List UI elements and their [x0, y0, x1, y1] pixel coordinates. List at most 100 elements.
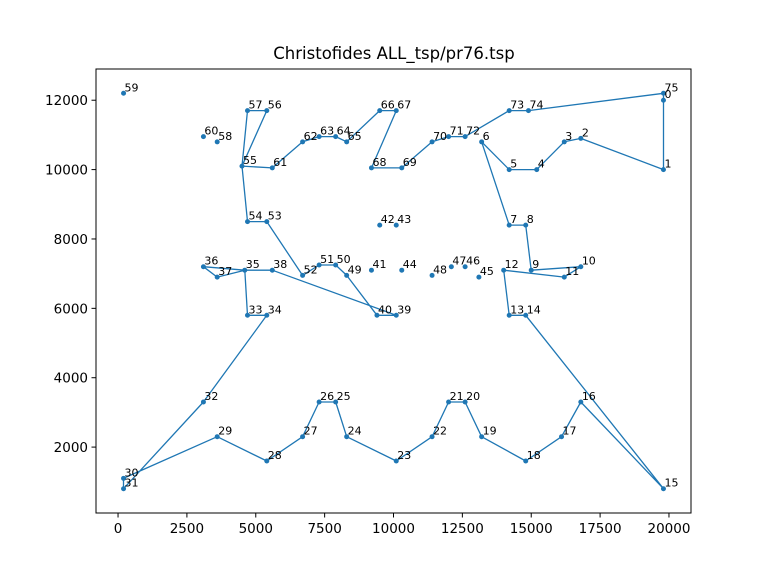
city-label-18: 18 — [527, 449, 541, 462]
city-point-33 — [245, 312, 251, 318]
city-point-57 — [245, 108, 251, 114]
city-label-74: 74 — [529, 99, 543, 112]
city-point-3 — [561, 139, 567, 145]
city-point-75 — [660, 90, 666, 96]
city-label-51: 51 — [320, 253, 334, 266]
city-label-34: 34 — [268, 303, 282, 316]
city-point-30 — [121, 475, 127, 481]
city-point-53 — [264, 219, 270, 225]
city-label-17: 17 — [563, 425, 577, 438]
city-label-66: 66 — [381, 99, 395, 112]
city-label-63: 63 — [320, 125, 334, 138]
city-point-2 — [578, 135, 584, 141]
city-label-13: 13 — [510, 303, 524, 316]
city-point-73 — [506, 108, 512, 114]
city-label-12: 12 — [505, 258, 519, 271]
city-point-28 — [264, 458, 270, 464]
city-label-19: 19 — [483, 425, 497, 438]
city-label-38: 38 — [273, 258, 287, 271]
city-point-49 — [344, 272, 350, 278]
city-label-25: 25 — [337, 390, 351, 403]
city-label-53: 53 — [268, 210, 282, 223]
city-point-54 — [245, 219, 251, 225]
city-point-34 — [264, 312, 270, 318]
city-point-64 — [333, 134, 339, 140]
city-label-46: 46 — [466, 255, 480, 268]
city-point-39 — [393, 312, 399, 318]
city-points-layer — [121, 90, 666, 492]
city-point-13 — [506, 312, 512, 318]
city-label-60: 60 — [204, 125, 218, 138]
city-point-31 — [121, 486, 127, 492]
y-tick-label-10000: 10000 — [45, 163, 88, 179]
city-point-51 — [316, 262, 322, 268]
city-label-64: 64 — [337, 125, 351, 138]
city-label-73: 73 — [510, 99, 524, 112]
city-point-46 — [462, 264, 468, 270]
x-tick-label-15000: 15000 — [510, 521, 553, 537]
y-tick-label-12000: 12000 — [45, 93, 88, 109]
city-point-25 — [333, 399, 339, 405]
city-label-14: 14 — [527, 303, 541, 316]
city-point-21 — [446, 399, 452, 405]
city-point-44 — [399, 267, 405, 273]
city-point-0 — [660, 97, 666, 103]
city-point-19 — [479, 434, 485, 440]
city-label-0: 0 — [664, 88, 671, 101]
city-label-7: 7 — [510, 213, 517, 226]
x-tick-label-17500: 17500 — [579, 521, 622, 537]
city-point-63 — [316, 134, 322, 140]
city-point-6 — [479, 139, 485, 145]
city-label-33: 33 — [249, 303, 263, 316]
city-point-4 — [534, 167, 540, 173]
city-point-43 — [393, 222, 399, 228]
city-point-29 — [214, 434, 220, 440]
city-label-52: 52 — [304, 263, 318, 276]
city-point-26 — [316, 399, 322, 405]
city-point-14 — [523, 312, 529, 318]
city-label-11: 11 — [565, 265, 579, 278]
city-label-15: 15 — [664, 477, 678, 490]
x-tick-label-20000: 20000 — [647, 521, 690, 537]
city-point-56 — [264, 108, 270, 114]
city-point-69 — [399, 165, 405, 171]
x-tick-label-10000: 10000 — [372, 521, 415, 537]
city-point-60 — [200, 134, 206, 140]
x-axis: 0 2500 5000 7500 10000 12500 15000 17500 20000 — [114, 513, 690, 537]
city-point-10 — [578, 264, 584, 270]
city-point-22 — [429, 434, 435, 440]
tour-route-layer — [122, 92, 665, 490]
city-label-26: 26 — [320, 390, 334, 403]
city-point-24 — [344, 434, 350, 440]
city-label-71: 71 — [450, 125, 464, 138]
city-label-30: 30 — [125, 466, 139, 479]
city-point-48 — [429, 272, 435, 278]
city-label-35: 35 — [246, 258, 260, 271]
city-label-49: 49 — [348, 263, 362, 276]
city-point-42 — [377, 222, 383, 228]
city-label-56: 56 — [268, 99, 282, 112]
city-label-75: 75 — [664, 81, 678, 94]
city-label-32: 32 — [204, 390, 218, 403]
city-point-18 — [523, 458, 529, 464]
city-label-50: 50 — [337, 253, 351, 266]
city-point-41 — [368, 267, 374, 273]
city-label-72: 72 — [466, 125, 480, 138]
city-label-58: 58 — [218, 130, 232, 143]
city-point-23 — [393, 458, 399, 464]
x-tick-label-12500: 12500 — [441, 521, 484, 537]
city-point-59 — [121, 90, 127, 96]
plot-area-frame — [95, 68, 692, 514]
city-label-48: 48 — [433, 263, 447, 276]
x-tick-label-0: 0 — [114, 521, 123, 537]
tour-path — [122, 92, 665, 490]
city-label-37: 37 — [218, 265, 232, 278]
city-label-16: 16 — [582, 390, 596, 403]
city-label-68: 68 — [372, 156, 386, 169]
city-point-45 — [476, 274, 482, 280]
y-axis: 2000 4000 6000 8000 10000 12000 — [45, 93, 96, 456]
city-point-16 — [578, 399, 584, 405]
city-label-10: 10 — [582, 255, 596, 268]
city-point-35 — [242, 267, 248, 273]
